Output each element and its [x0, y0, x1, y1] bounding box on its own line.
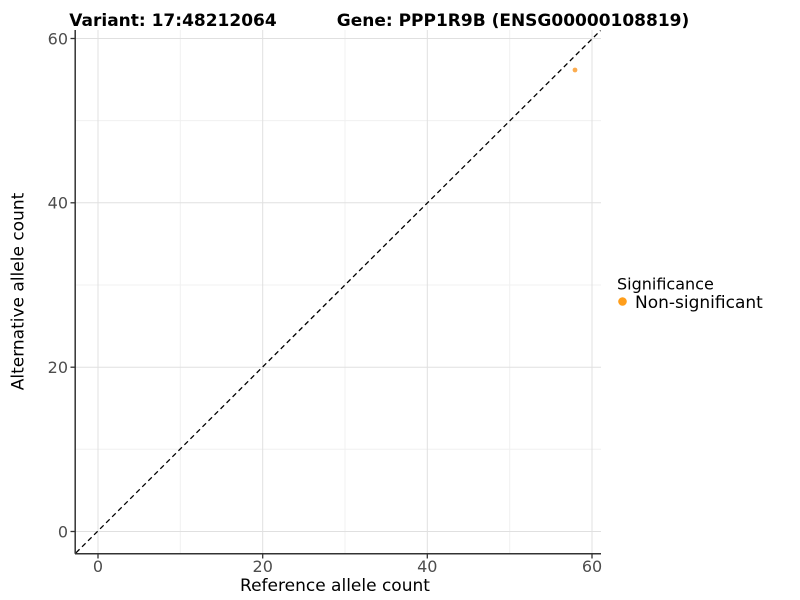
x-tick-label: 0 — [93, 557, 103, 576]
y-tick-label: 20 — [48, 358, 68, 377]
y-axis-title: Alternative allele count — [9, 192, 29, 390]
y-tick-label: 0 — [58, 522, 68, 541]
x-axis-ticks — [97, 554, 593, 559]
x-axis-title: Reference allele count — [240, 576, 430, 596]
y-axis-ticks — [70, 37, 75, 533]
gene-title: Gene: PPP1R9B (ENSG00000108819) — [337, 11, 690, 31]
gridlines-minor — [75, 30, 601, 554]
x-tick-label: 20 — [253, 557, 273, 576]
gridlines-major — [75, 30, 601, 554]
identity-reference-line — [75, 30, 601, 554]
legend: Significance Non-significant — [617, 275, 763, 314]
x-tick-labels: 0 20 40 60 — [93, 557, 602, 576]
y-tick-labels: 60 40 20 0 — [48, 29, 68, 541]
y-tick-label: 60 — [48, 29, 68, 48]
data-point-nonsignificant — [572, 67, 578, 73]
x-tick-label: 60 — [582, 557, 602, 576]
legend-title: Significance — [617, 275, 714, 294]
x-tick-label: 40 — [417, 557, 437, 576]
y-tick-label: 40 — [48, 194, 68, 213]
legend-key-dot-icon — [618, 297, 627, 306]
legend-item-label: Non-significant — [635, 293, 763, 313]
variant-title: Variant: 17:48212064 — [69, 11, 277, 31]
